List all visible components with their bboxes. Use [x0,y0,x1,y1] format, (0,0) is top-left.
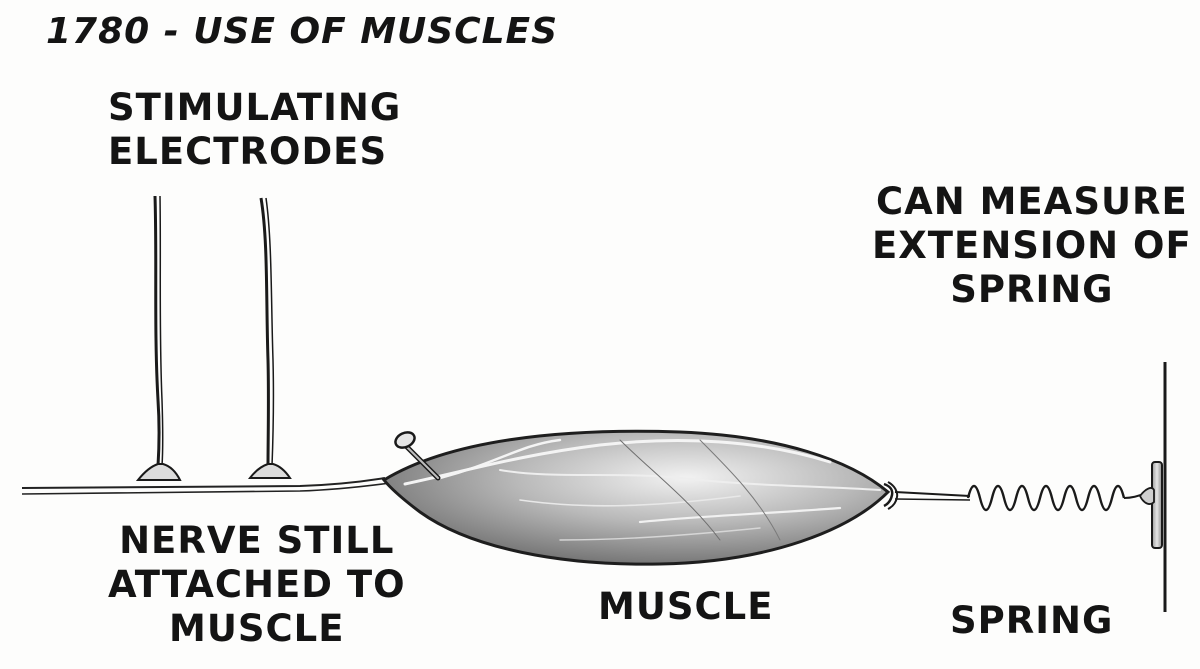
label-nerve-attached: NERVE STILL ATTACHED TO MUSCLE [108,519,406,651]
tendon-tie [883,481,971,510]
muscle-body [381,429,891,566]
electrode-left [135,195,182,481]
label-spring: SPRING [950,599,1114,642]
electrode-right [247,197,292,479]
label-stimulating-electrodes: STIMULATING ELECTRODES [108,86,401,174]
label-line: MUSCLE [169,607,345,650]
spring-coil [966,484,1145,512]
diagram-title: 1780 - USE OF MUSCLES [46,11,559,52]
label-line: ATTACHED TO [108,563,406,606]
label-line: NERVE STILL [119,519,395,562]
mount-plate [1138,362,1167,612]
label-line: EXTENSION OF [872,224,1192,267]
label-muscle: MUSCLE [598,585,774,628]
label-measure-extension: CAN MEASURE EXTENSION OF SPRING [872,180,1192,312]
label-line: SPRING [950,268,1114,311]
label-line: ELECTRODES [108,130,388,173]
label-line: STIMULATING [108,86,402,129]
pin [394,431,441,481]
label-line: CAN MEASURE [875,180,1188,223]
nerve [21,477,391,495]
